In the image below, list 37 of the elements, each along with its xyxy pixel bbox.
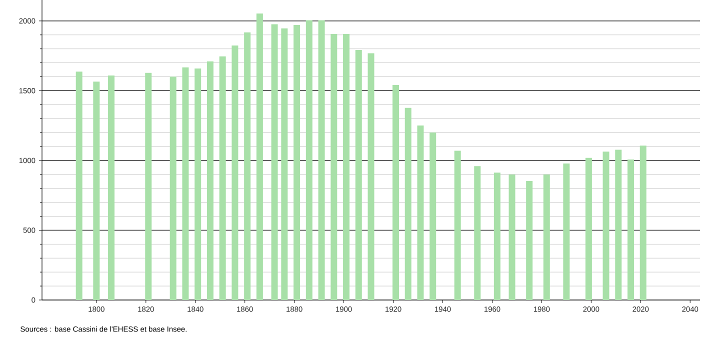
bar: [563, 164, 570, 300]
bar: [392, 84, 399, 300]
bar: [281, 28, 288, 300]
bar: [615, 150, 622, 300]
bar: [355, 50, 362, 300]
bar: [508, 174, 516, 300]
bar: [343, 34, 350, 300]
bar: [206, 61, 214, 300]
bar: [244, 32, 251, 300]
bar: [170, 76, 176, 300]
bar: [219, 56, 226, 300]
bar: [430, 132, 436, 300]
bar: [330, 34, 338, 300]
bar: [417, 125, 424, 300]
bar: [108, 75, 115, 300]
bar: [494, 172, 500, 300]
bar: [585, 158, 592, 300]
bar: [76, 72, 82, 300]
bar: [543, 174, 550, 300]
bar: [526, 180, 533, 300]
bar: [93, 82, 100, 300]
bar: [404, 108, 412, 300]
bar: [474, 166, 481, 300]
bar: [182, 67, 189, 300]
bar: [602, 152, 610, 300]
bar: [271, 24, 278, 300]
bar: [454, 150, 461, 300]
bar: [368, 53, 374, 300]
bar: [145, 72, 152, 300]
bar: [640, 146, 646, 300]
bar: [306, 20, 312, 300]
bar: [256, 14, 263, 300]
bar: [318, 20, 325, 300]
bar: [627, 159, 634, 300]
bar: [194, 68, 202, 300]
bar: [294, 24, 300, 300]
bar: [232, 45, 238, 300]
